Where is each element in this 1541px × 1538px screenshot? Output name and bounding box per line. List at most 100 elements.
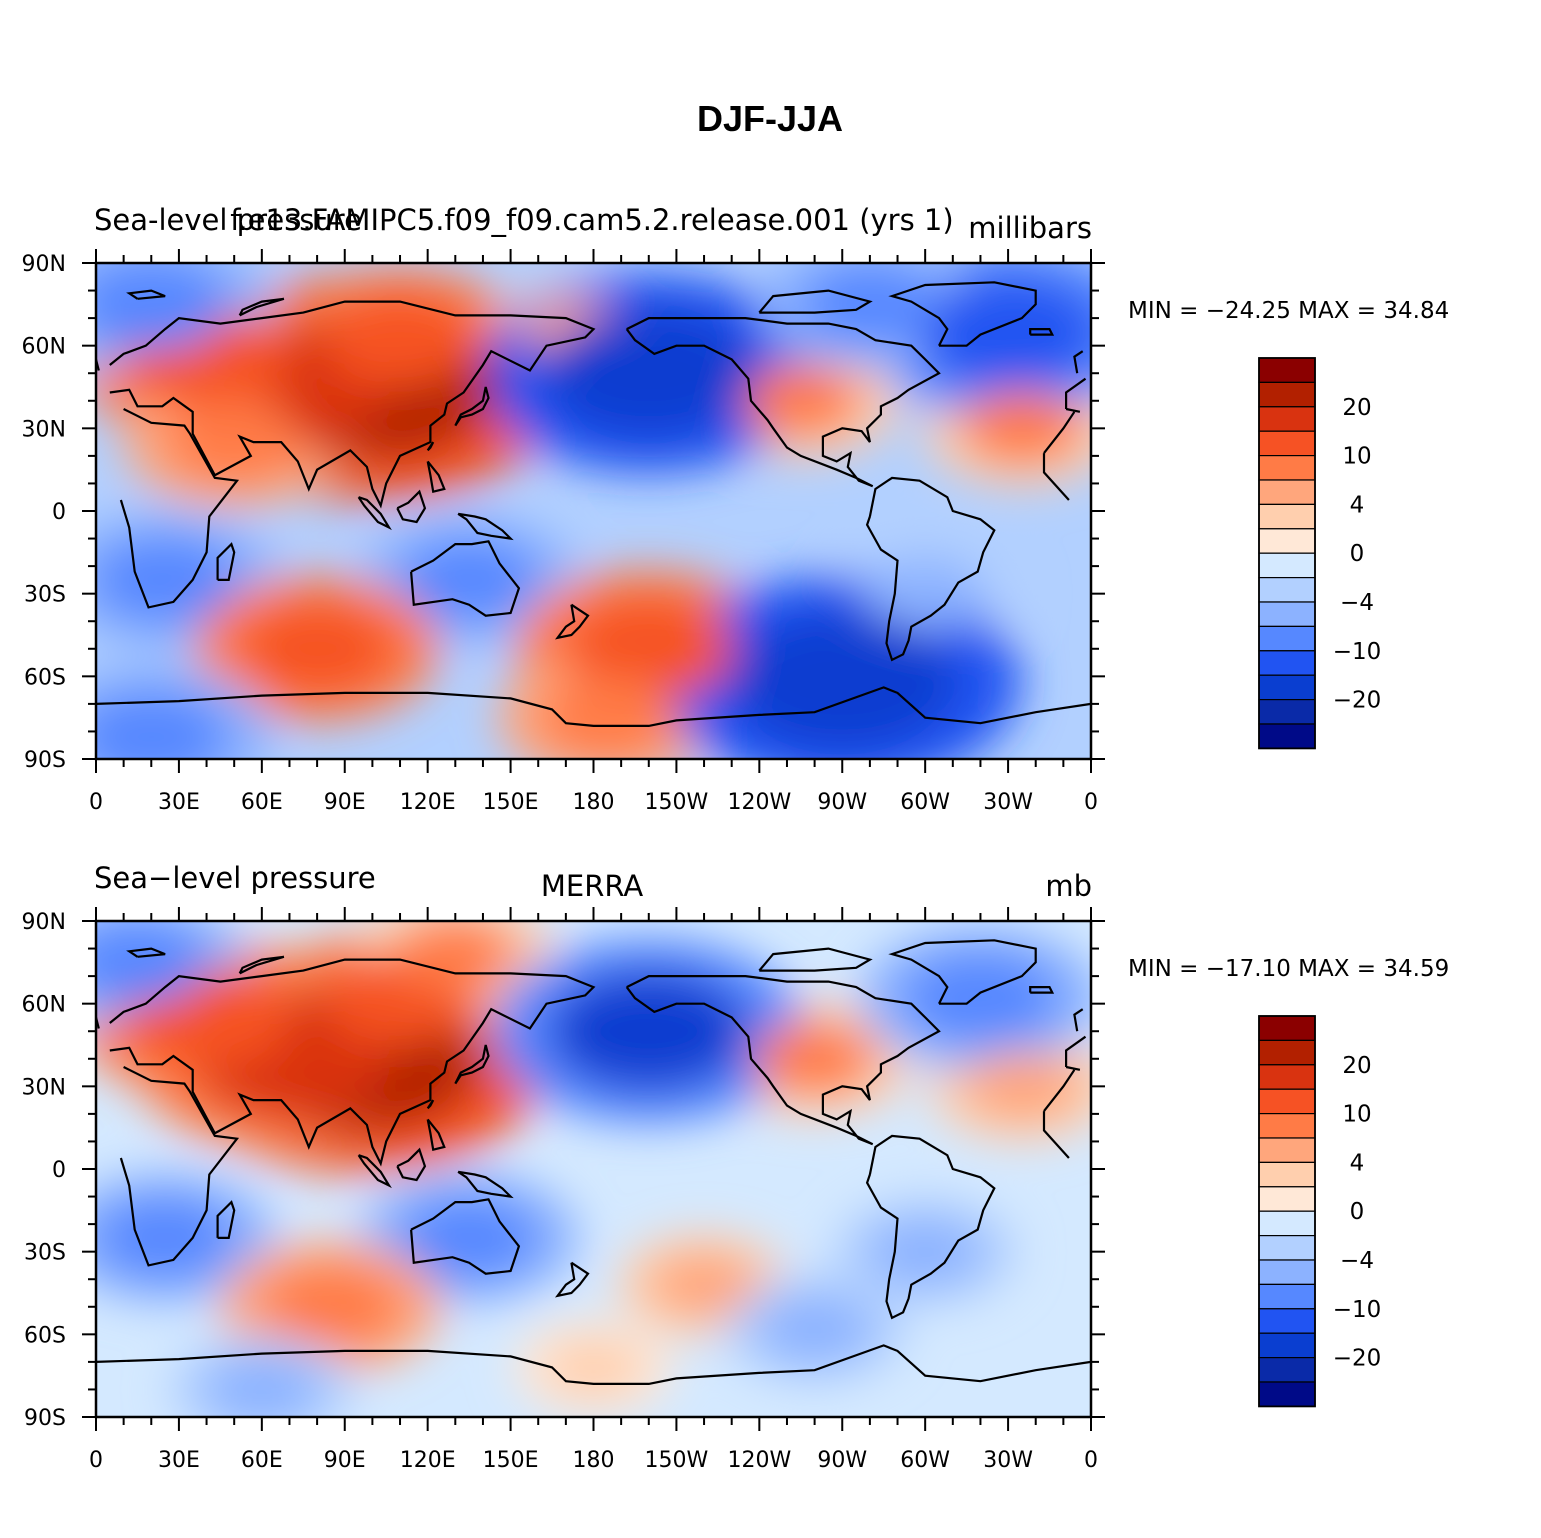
coastline: [457, 1170, 514, 1199]
lon-tick-label: 30W: [983, 790, 1033, 815]
lon-tick-label: 120E: [400, 790, 456, 815]
coastline: [126, 289, 166, 300]
field-anomaly-core: [165, 400, 303, 484]
lon-tick-label: 30E: [158, 1448, 200, 1473]
field-anomaly-core: [538, 676, 677, 759]
coastline: [1043, 1069, 1076, 1112]
lon-tick-label: 60W: [900, 1448, 950, 1473]
coastline: [238, 297, 285, 317]
lon-tick-label: 90E: [324, 790, 366, 815]
coastline: [426, 1099, 435, 1110]
panel-merra-contours: [96, 921, 1091, 1417]
panel-model-coastlines: [96, 281, 1091, 728]
lon-tick-label: 180: [573, 1448, 615, 1473]
lat-tick-label: 60N: [22, 993, 66, 1018]
coastline: [357, 496, 392, 531]
field-anomaly-core: [96, 1196, 234, 1280]
lat-tick-label: 90S: [24, 1406, 66, 1431]
lon-tick-label: 150E: [483, 790, 539, 815]
panel-merra-units: mb: [1045, 869, 1092, 903]
lon-tick-label: 90E: [324, 1448, 366, 1473]
lat-tick-label: 0: [52, 1158, 66, 1183]
field-anomaly-core: [204, 1355, 319, 1417]
colorbar-tick-label: −20: [1333, 1346, 1382, 1372]
coastline: [238, 955, 285, 975]
panel-merra-colorbar: 20 10 4 0 −4 −10 −20: [1258, 1015, 1382, 1408]
colorbar-swatch: [1258, 723, 1316, 749]
coastline: [454, 1044, 490, 1085]
lat-tick-label: 0: [52, 500, 66, 525]
panel-merra-ticks: 90N 60N 30N 0 30S 60S 90S 0 30E 60E 90E 120E 150E 180…: [22, 907, 1105, 1473]
field-anomaly-core: [240, 602, 394, 695]
colorbar-tick-label: 0: [1350, 541, 1365, 567]
field-anomaly-core: [757, 1294, 872, 1364]
coastline: [758, 289, 873, 314]
colorbar-swatch: [1258, 1015, 1316, 1041]
colorbar-swatch: [1258, 479, 1316, 505]
colorbar-tick-label: −4: [1340, 590, 1374, 616]
coastline: [96, 686, 1091, 728]
colorbar-swatch: [1258, 1161, 1316, 1188]
figure-title: DJF-JJA: [697, 98, 843, 139]
coastline: [888, 939, 1037, 1005]
lon-tick-label: 30E: [158, 790, 200, 815]
coastline: [1073, 1008, 1084, 1032]
colorbar-tick-label: 10: [1342, 1102, 1371, 1128]
colorbar-tick-label: 20: [1342, 1053, 1371, 1079]
field-anomaly-core: [541, 308, 757, 438]
panel-model-units: millibars: [968, 211, 1092, 245]
colorbar-tick-label: −10: [1333, 1297, 1382, 1323]
lat-tick-label: 60S: [24, 665, 66, 690]
colorbar-tick-label: 4: [1350, 492, 1365, 518]
field-anomaly-core: [753, 1022, 876, 1096]
lat-tick-label: 90S: [24, 748, 66, 773]
field-anomaly-core: [548, 971, 749, 1092]
panel-model-ticks: 90N 60N 30N 0 30S 60S 90S 0 30E 60E 90E 120E 150E 180…: [22, 249, 1105, 815]
panel-model-left-title: Sea-level pressure: [94, 203, 362, 237]
panel-model-field: [96, 263, 1091, 759]
colorbar-swatch: [1258, 1088, 1316, 1115]
coastline: [410, 540, 521, 617]
colorbar-swatch: [1258, 1356, 1316, 1383]
lat-tick-label: 30N: [22, 1075, 66, 1100]
colorbar-tick-label: −10: [1333, 639, 1382, 665]
colorbar-swatch: [1258, 1259, 1316, 1285]
colorbar-swatch: [1258, 552, 1316, 579]
coastline: [1064, 377, 1087, 409]
colorbar-swatch: [1258, 1064, 1316, 1090]
field-anomaly-core: [964, 1052, 1079, 1121]
colorbar-swatch: [1258, 650, 1316, 676]
lon-tick-label: 150W: [645, 1448, 709, 1473]
lon-tick-label: 0: [89, 1448, 103, 1473]
coastline: [410, 1198, 521, 1275]
lat-tick-label: 30S: [24, 583, 66, 608]
field-anomaly-core: [400, 538, 538, 622]
colorbar-swatch: [1258, 1112, 1316, 1139]
lat-tick-label: 30N: [22, 417, 66, 442]
lat-tick-label: 90N: [22, 252, 66, 277]
field-anomaly-core: [394, 921, 517, 991]
coastline: [1029, 328, 1055, 336]
colorbar-tick-label: 10: [1342, 444, 1371, 470]
field-anomaly-core: [739, 364, 862, 438]
colorbar-swatch: [1258, 455, 1316, 481]
field-anomaly-core: [864, 557, 987, 631]
panel-merra: Sea−level pressure MERRA mb 90N 60N 30N 0 30…: [22, 861, 1450, 1473]
lon-tick-label: 0: [1084, 790, 1098, 815]
colorbar-swatch: [1258, 381, 1316, 408]
coastline: [454, 386, 490, 427]
colorbar-swatch: [1258, 1332, 1316, 1359]
lon-tick-label: 0: [1084, 1448, 1098, 1473]
coastline: [865, 476, 996, 662]
field-anomaly-core: [96, 263, 228, 351]
panel-merra-center-title: MERRA: [541, 869, 643, 903]
coastline: [396, 489, 427, 524]
lon-tick-label: 150W: [645, 790, 709, 815]
colorbar-swatch: [1258, 625, 1316, 652]
coastline: [625, 317, 941, 488]
colorbar-tick-label: −4: [1340, 1248, 1374, 1274]
coastline: [426, 1118, 446, 1152]
coastline: [1042, 1111, 1070, 1159]
field-anomaly-core: [726, 612, 958, 752]
